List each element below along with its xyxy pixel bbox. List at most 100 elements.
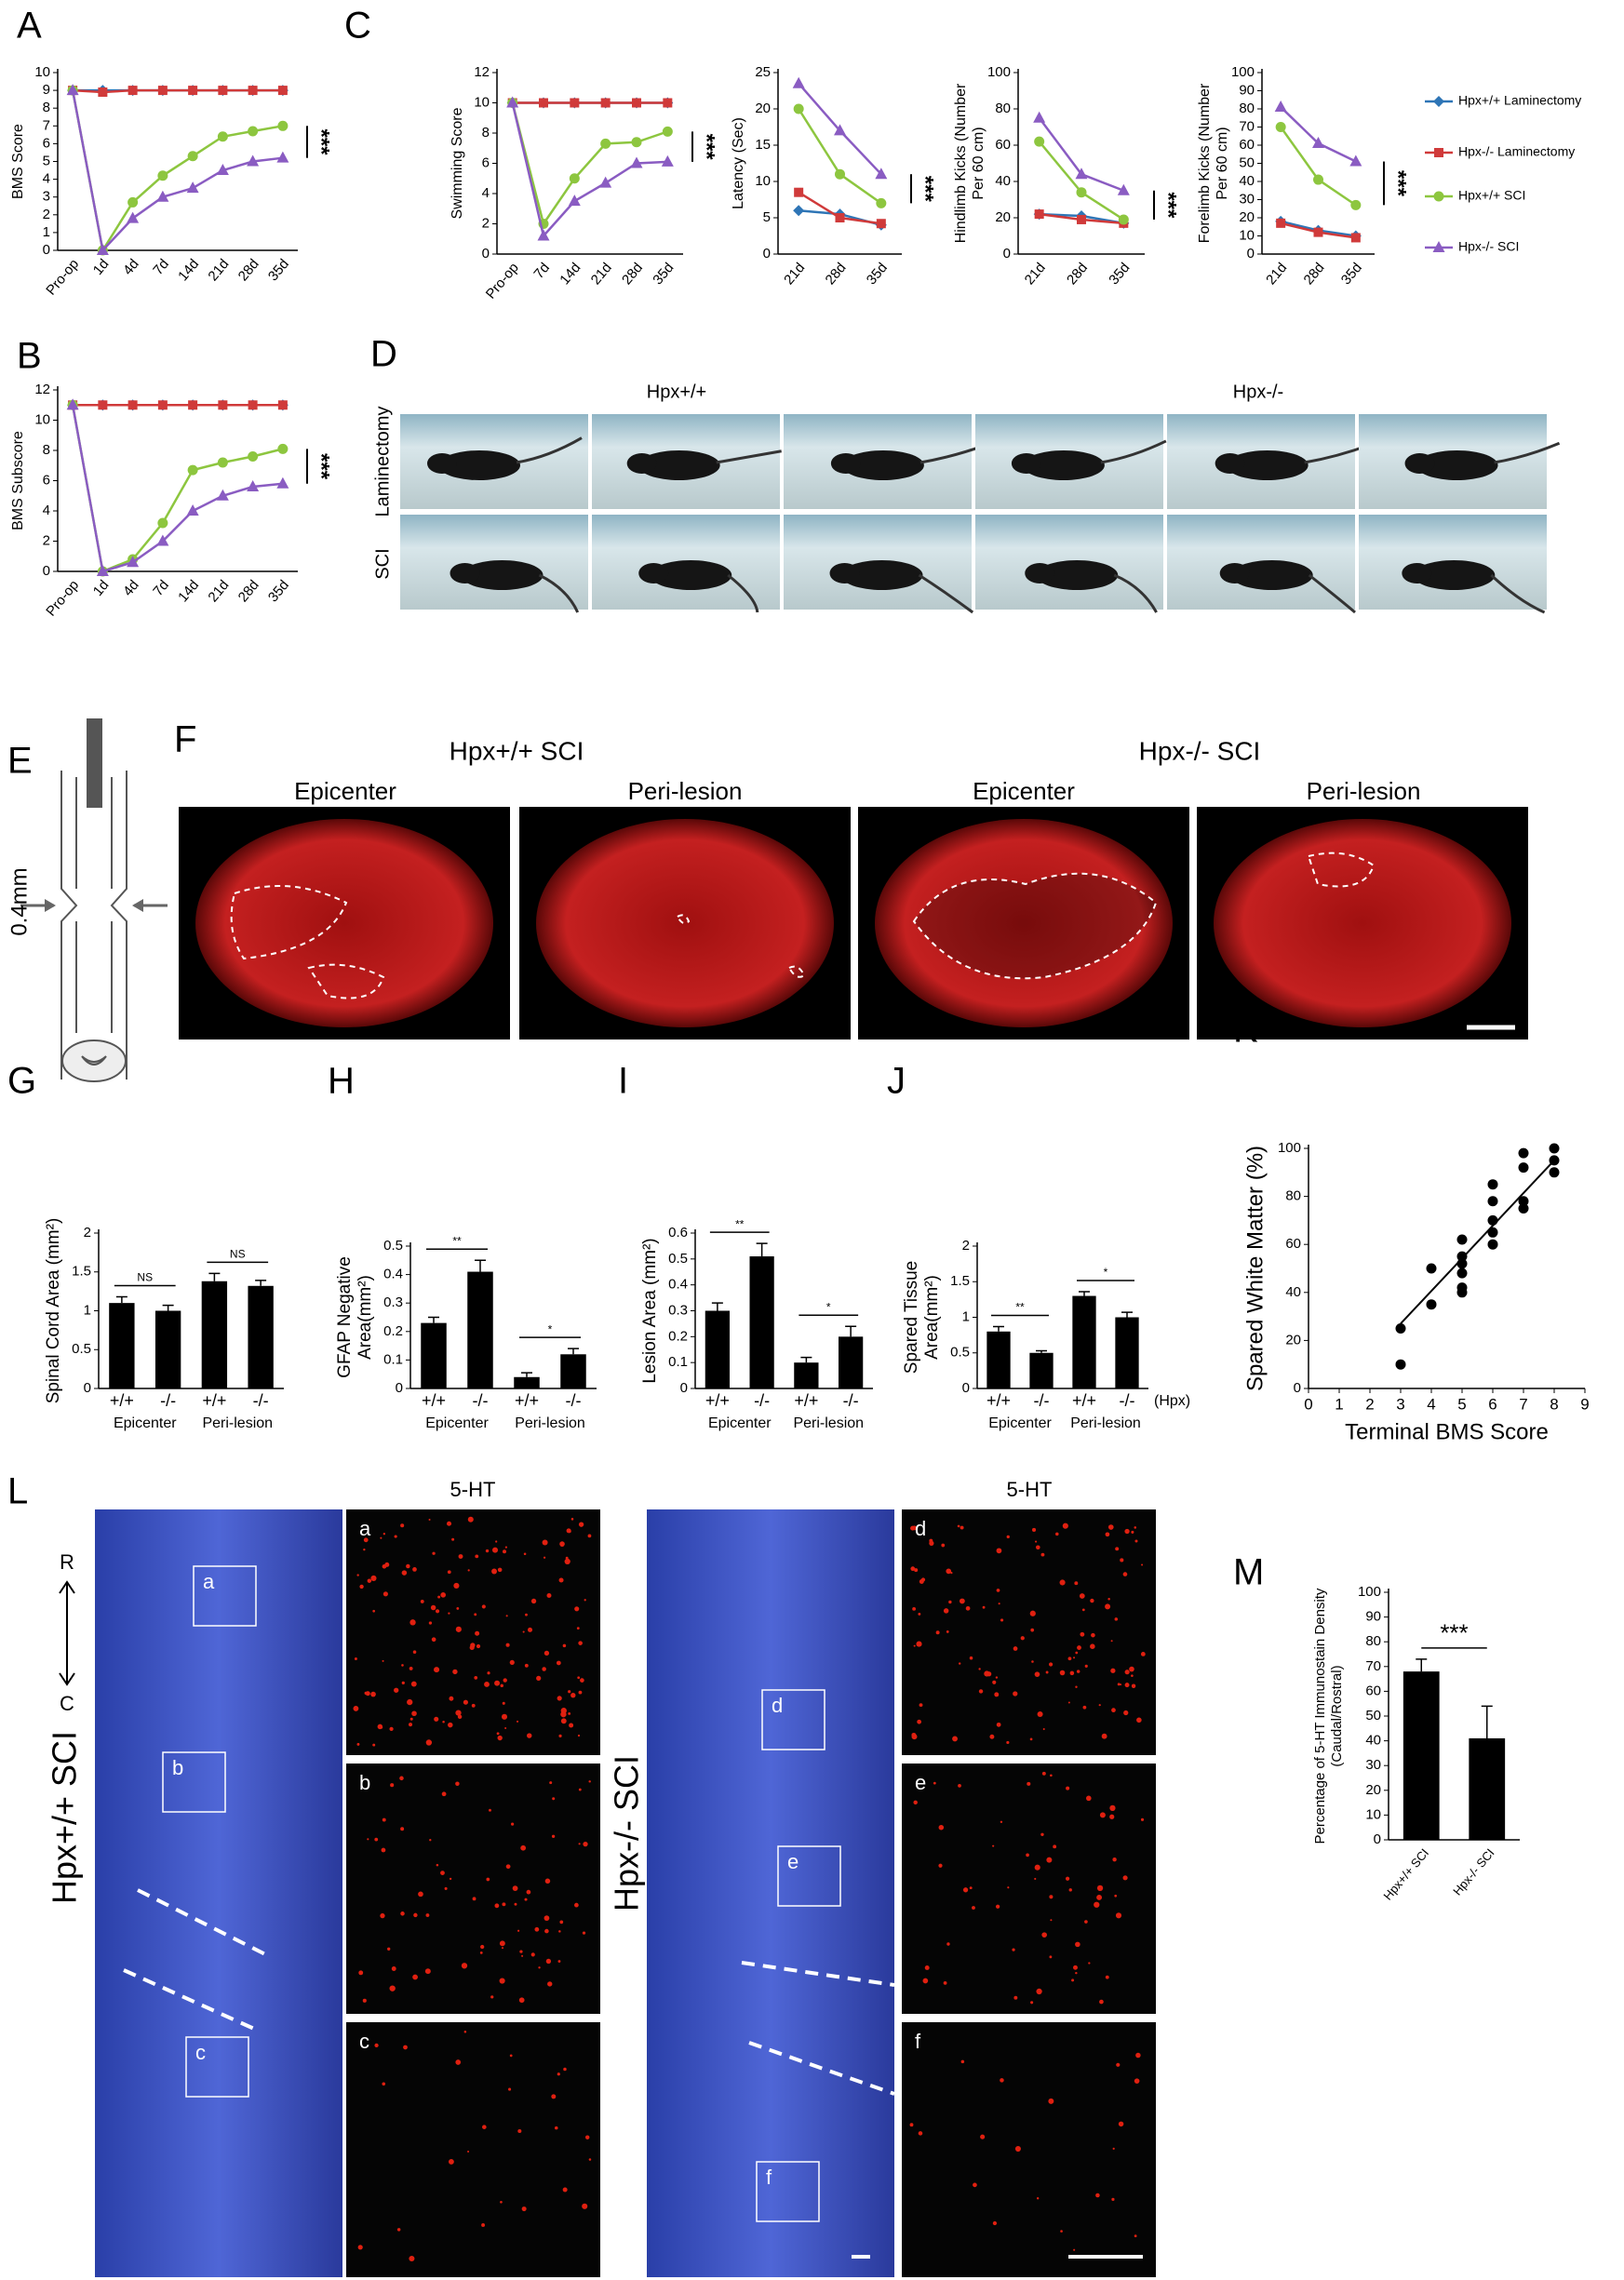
- image-title: Peri-lesion: [628, 777, 743, 805]
- stain-dot: [962, 1887, 969, 1893]
- y-tick-label: 8: [43, 100, 50, 115]
- y-tick-label: 4: [43, 171, 50, 187]
- marker: [277, 120, 289, 131]
- stain-dot: [562, 2187, 568, 2193]
- y-axis-label: BMS Score: [10, 124, 26, 199]
- stain-dot: [356, 1742, 360, 1746]
- stain-dot: [382, 2082, 386, 2086]
- stain-dot: [1059, 1670, 1066, 1676]
- x-tick-label: 28d: [1064, 260, 1091, 288]
- stain-dot: [400, 1523, 405, 1528]
- stain-dot: [469, 1644, 475, 1651]
- image-title: Peri-lesion: [1307, 777, 1421, 805]
- y-tick-label: 60: [1285, 1236, 1301, 1252]
- series-line: [1280, 106, 1357, 163]
- stain-dot: [989, 1734, 995, 1739]
- marker: [835, 213, 845, 222]
- marker: [248, 126, 259, 137]
- y-tick-label: 40: [1285, 1284, 1301, 1300]
- stain-dot: [399, 1776, 404, 1781]
- y-tick-label: 20: [1239, 209, 1255, 225]
- stain-dot: [449, 1877, 452, 1881]
- stain-dot: [389, 1985, 396, 1992]
- stain-dot: [1046, 1857, 1053, 1863]
- stain-dot: [972, 1906, 975, 1910]
- stain-dot: [557, 2072, 560, 2076]
- marker: [217, 131, 228, 142]
- stain-dot: [437, 1595, 441, 1599]
- stain-dot: [472, 1897, 476, 1901]
- x-axis-label: Terminal BMS Score: [1345, 1419, 1549, 1444]
- stain-dot: [425, 1739, 433, 1746]
- stain-dot: [578, 1843, 581, 1845]
- y-axis-label: Spared Tissue: [902, 1261, 921, 1374]
- stain-dot: [996, 1722, 1001, 1727]
- x-tick-label: 2: [1365, 1395, 1374, 1413]
- stain-dot: [475, 1630, 480, 1636]
- stain-dot: [508, 2087, 512, 2091]
- stain-dot: [1084, 1664, 1088, 1668]
- stain-dot: [558, 1734, 562, 1738]
- stain-dot: [1055, 1532, 1059, 1536]
- stain-dot: [412, 1974, 418, 1980]
- y-tick-label: 0: [763, 246, 771, 262]
- stain-dot: [502, 1902, 506, 1907]
- y-tick-label: 2: [482, 215, 490, 231]
- x-tick-label: 14d: [175, 577, 202, 605]
- y-tick-label: 20: [995, 209, 1011, 225]
- stain-dot: [455, 1626, 462, 1632]
- x-tick-label: -/-: [1034, 1391, 1050, 1410]
- stain-dot: [382, 1817, 386, 1822]
- stain-dot: [918, 2131, 923, 2136]
- stain-dot: [1049, 1955, 1053, 1959]
- marker: [277, 86, 288, 96]
- stain-dot: [389, 1726, 394, 1731]
- stain-dot: [1036, 1988, 1042, 1995]
- y-tick-label: 10: [1239, 227, 1255, 243]
- stain-dot: [992, 2220, 998, 2226]
- stain-dot: [362, 1998, 367, 2003]
- y-tick-label: 60: [995, 137, 1011, 153]
- marker: [876, 197, 887, 208]
- marker: [570, 98, 580, 108]
- marker: [98, 400, 108, 410]
- stain-dot: [1073, 2248, 1076, 2251]
- stain-dot: [374, 1837, 379, 1842]
- x-tick-label: 1d: [90, 577, 113, 599]
- error-bar: [1079, 1291, 1090, 1296]
- micrograph: [346, 1764, 600, 2014]
- x-tick-label: 4d: [120, 256, 142, 278]
- stain-dot: [357, 2245, 363, 2250]
- point: [1518, 1162, 1529, 1174]
- stain-dot: [1007, 1886, 1010, 1889]
- stain-dot: [1123, 1710, 1129, 1716]
- micrograph: [346, 2022, 600, 2277]
- significance-label: ***: [1156, 192, 1181, 219]
- stain-dot: [578, 1690, 583, 1695]
- y-tick-label: 0.1: [668, 1354, 688, 1370]
- stain-dot: [992, 1844, 995, 1847]
- mouse: [1402, 563, 1432, 583]
- stain-dot: [452, 1669, 458, 1675]
- series-line: [1038, 117, 1124, 192]
- bar: [1115, 1317, 1139, 1388]
- group-label: Epicenter: [114, 1415, 177, 1431]
- stain-dot: [565, 1556, 569, 1560]
- x-tick-label: 21d: [781, 260, 808, 288]
- x-tick-label: Hpx-/- SCI: [1450, 1845, 1496, 1898]
- stain-dot: [1136, 1717, 1142, 1723]
- y-axis-label: Per 60 cm): [971, 127, 986, 199]
- stain-dot: [568, 1690, 571, 1694]
- stain-dot: [1105, 1603, 1111, 1610]
- stain-dot: [1131, 1683, 1136, 1688]
- y-tick-label: 0.5: [668, 1251, 688, 1267]
- x-tick-label: -/-: [566, 1391, 582, 1410]
- stain-dot: [560, 1543, 564, 1547]
- stain-dot: [948, 1600, 952, 1604]
- stain-dot: [1105, 1532, 1110, 1537]
- marker: [157, 400, 168, 410]
- stain-dot: [957, 1524, 960, 1528]
- cord-section: [875, 819, 1173, 1027]
- stain-dot: [557, 1960, 561, 1963]
- mouse: [1219, 563, 1250, 583]
